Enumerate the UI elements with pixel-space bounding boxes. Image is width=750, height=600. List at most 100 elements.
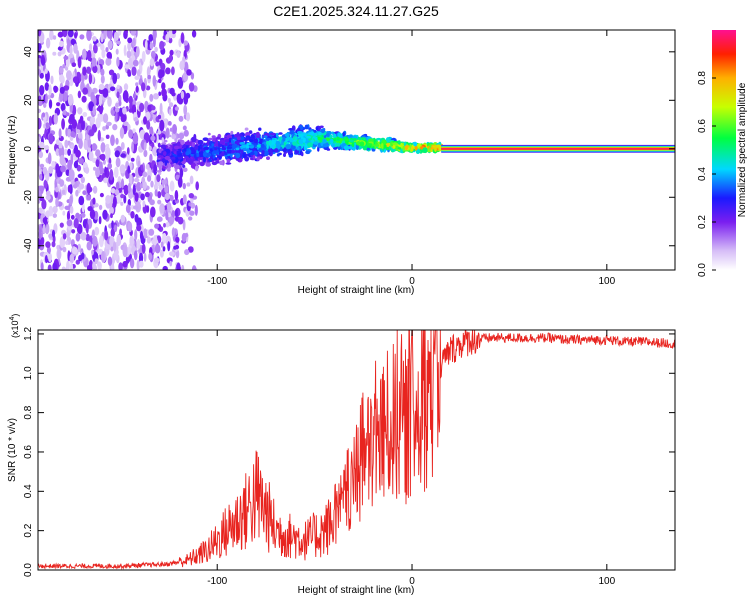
- spectrogram-cell: [132, 184, 136, 196]
- spectrogram-cell: [301, 151, 304, 157]
- spectrogram-xlabel: Height of straight line (km): [298, 285, 415, 296]
- spectrogram-cell: [167, 241, 171, 252]
- spectrogram-cell: [191, 142, 195, 148]
- spectrogram-cell: [235, 152, 241, 159]
- spectrogram-cell: [215, 160, 220, 164]
- spectrogram-cell: [82, 87, 89, 95]
- spectrogram-cell: [188, 216, 193, 221]
- spectrogram-cell: [85, 134, 90, 141]
- spectrogram-cell: [139, 183, 144, 189]
- spectrogram-cell: [174, 164, 180, 170]
- spectrogram-cell: [165, 211, 169, 221]
- spectrogram-cell: [326, 133, 330, 138]
- spectrogram-cell: [174, 190, 179, 201]
- spectrogram-cell: [258, 127, 262, 131]
- spectrogram-cell: [142, 181, 147, 191]
- spectrogram-cell: [114, 166, 119, 178]
- spectrogram-cell: [143, 252, 147, 262]
- spectrogram-cell: [169, 251, 175, 257]
- spectrogram-cell: [92, 36, 97, 42]
- spectrogram-cell: [186, 182, 191, 187]
- spectrogram-cell: [47, 264, 52, 270]
- spectrogram-cell: [153, 164, 158, 176]
- spectrogram-cell: [42, 224, 46, 234]
- spectrogram-cell: [75, 129, 81, 134]
- spectrogram-cell: [261, 150, 265, 155]
- spectrogram-cell: [413, 141, 418, 147]
- spectrogram-cell: [43, 102, 47, 108]
- spectrogram-cell: [135, 82, 139, 87]
- spectrogram-cell: [130, 157, 135, 162]
- spectrogram-cell: [116, 84, 120, 90]
- spectrogram-cell: [312, 143, 318, 148]
- spectrogram-cell: [132, 59, 139, 67]
- spectrogram-cell: [40, 56, 46, 66]
- spectrogram-cell: [147, 104, 153, 112]
- spectrogram-cell: [96, 42, 102, 47]
- spectrogram-cell: [263, 135, 268, 139]
- spectrogram-cell: [38, 136, 41, 143]
- spectrogram-cell: [199, 151, 205, 157]
- spectrogram-cell: [178, 115, 184, 122]
- spectrogram-cell: [158, 165, 162, 172]
- spectrogram-cell: [136, 238, 141, 250]
- spectrogram-cell: [185, 112, 191, 122]
- spectrogram-cell: [122, 107, 127, 115]
- spectrogram-cell: [422, 147, 428, 154]
- spectrogram-cell: [134, 213, 139, 223]
- spectrogram-cell: [110, 213, 113, 219]
- spectrogram-cell: [169, 194, 174, 202]
- spectrogram-cell: [434, 146, 437, 153]
- spectrogram-cell: [132, 37, 136, 47]
- spectrogram-cell: [133, 116, 139, 122]
- spectrogram-cell: [78, 157, 84, 165]
- snr-series-line: [38, 330, 675, 570]
- spectrogram-cell: [428, 147, 431, 153]
- spectrogram-cell: [53, 113, 58, 125]
- spectrogram-cell: [317, 137, 323, 141]
- spectrogram-cell: [362, 144, 368, 151]
- spectrogram-cell: [81, 95, 87, 103]
- spectrogram-cell: [134, 75, 140, 81]
- spectrogram-cell: [115, 181, 120, 191]
- spectrogram-cell: [45, 37, 51, 49]
- spectrogram-cell: [70, 144, 75, 150]
- spectrogram-cell: [179, 167, 184, 179]
- spectrogram-cell: [69, 205, 74, 214]
- spectrogram-cell: [73, 218, 79, 229]
- spectrogram-cell: [68, 169, 75, 181]
- spectrogram-cell: [249, 145, 255, 149]
- snr-frame: [37, 329, 676, 571]
- snr-ytick-label: 0.4: [23, 484, 34, 498]
- spectrogram-cell: [100, 74, 105, 84]
- spectrogram-cell: [58, 128, 62, 139]
- spectrogram-cell: [145, 163, 150, 170]
- spectrogram-cell: [190, 202, 196, 209]
- spectrogram-cell: [315, 137, 318, 141]
- spectrogram-cell: [388, 145, 391, 151]
- spectrogram-cell: [135, 85, 139, 93]
- spectrogram-cell: [193, 133, 197, 140]
- spectrogram-cell: [298, 139, 305, 145]
- spectrogram-cell: [92, 65, 98, 74]
- spectrogram-cell: [118, 100, 122, 107]
- spectrogram-cell: [116, 234, 122, 247]
- spectrogram-cell: [81, 202, 85, 213]
- spectrogram-cell: [195, 181, 199, 191]
- spectrogram-cell: [289, 138, 294, 143]
- spectrogram-cell: [57, 31, 64, 38]
- spectrogram-cell: [157, 199, 162, 205]
- spectrogram-cell: [161, 137, 165, 143]
- spectrogram-cell: [113, 224, 118, 233]
- spectrogram-cell: [52, 262, 58, 270]
- spectrogram-cell: [75, 259, 81, 265]
- spectrogram-cell: [390, 141, 394, 147]
- spectrogram-cell: [235, 157, 240, 161]
- spectrogram-cell: [38, 117, 42, 130]
- spectrogram-cell: [244, 127, 249, 131]
- spectrogram-cell: [236, 136, 241, 141]
- spectrogram-cell: [148, 34, 154, 42]
- snr-ylabel: SNR (10 * v/v): [7, 418, 18, 482]
- spectrogram-ylabel: Frequency (Hz): [7, 116, 18, 185]
- spectrogram-cell: [38, 95, 42, 101]
